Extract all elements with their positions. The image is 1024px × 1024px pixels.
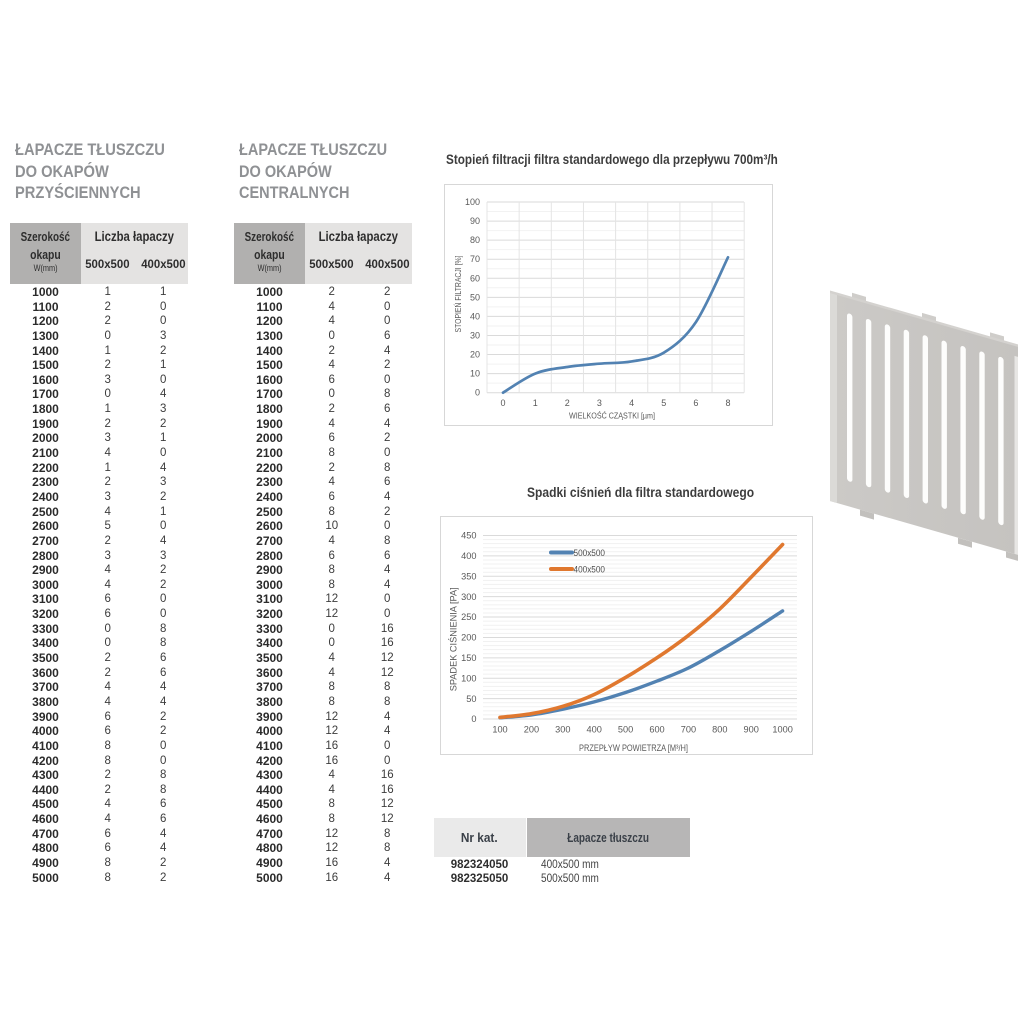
svg-text:100: 100 xyxy=(492,724,507,734)
svg-text:1: 1 xyxy=(533,398,538,408)
svg-text:500: 500 xyxy=(618,724,633,734)
svg-text:50: 50 xyxy=(470,292,480,302)
svg-text:800: 800 xyxy=(712,724,727,734)
svg-text:SPADEK CIŚNIENIA [PA]: SPADEK CIŚNIENIA [PA] xyxy=(447,587,459,691)
svg-text:100: 100 xyxy=(465,197,480,207)
svg-text:3: 3 xyxy=(597,398,602,408)
svg-text:10: 10 xyxy=(470,369,480,379)
svg-text:0: 0 xyxy=(500,398,505,408)
svg-text:150: 150 xyxy=(461,653,476,663)
svg-text:80: 80 xyxy=(470,235,480,245)
svg-text:900: 900 xyxy=(744,724,759,734)
svg-text:WIELKOŚĆ CZĄSTKI [µm]: WIELKOŚĆ CZĄSTKI [µm] xyxy=(569,409,655,420)
svg-text:6: 6 xyxy=(693,398,698,408)
svg-text:350: 350 xyxy=(461,572,476,582)
svg-text:100: 100 xyxy=(461,673,476,683)
svg-text:450: 450 xyxy=(461,531,476,541)
svg-text:40: 40 xyxy=(470,311,480,321)
svg-text:0: 0 xyxy=(475,388,480,398)
svg-text:4: 4 xyxy=(629,398,634,408)
svg-text:8: 8 xyxy=(725,398,730,408)
svg-text:250: 250 xyxy=(461,612,476,622)
svg-text:300: 300 xyxy=(555,724,570,734)
svg-text:200: 200 xyxy=(461,633,476,643)
svg-text:50: 50 xyxy=(466,694,476,704)
svg-text:500x500: 500x500 xyxy=(574,548,606,558)
svg-text:400: 400 xyxy=(587,724,602,734)
svg-text:0: 0 xyxy=(471,714,476,724)
svg-text:PRZEPŁYW POWIETRZA [M³/H]: PRZEPŁYW POWIETRZA [M³/H] xyxy=(579,743,688,753)
svg-text:5: 5 xyxy=(661,398,666,408)
svg-text:60: 60 xyxy=(470,273,480,283)
svg-text:300: 300 xyxy=(461,592,476,602)
svg-text:20: 20 xyxy=(470,350,480,360)
svg-text:600: 600 xyxy=(649,724,664,734)
svg-text:STOPIEŃ FILTRACJI [%]: STOPIEŃ FILTRACJI [%] xyxy=(454,256,463,333)
svg-text:400: 400 xyxy=(461,551,476,561)
svg-text:90: 90 xyxy=(470,216,480,226)
svg-text:400x500: 400x500 xyxy=(574,564,606,574)
svg-text:200: 200 xyxy=(524,724,539,734)
svg-text:70: 70 xyxy=(470,254,480,264)
svg-text:2: 2 xyxy=(565,398,570,408)
svg-text:1000: 1000 xyxy=(772,724,792,734)
svg-text:700: 700 xyxy=(681,724,696,734)
svg-text:30: 30 xyxy=(470,331,480,341)
